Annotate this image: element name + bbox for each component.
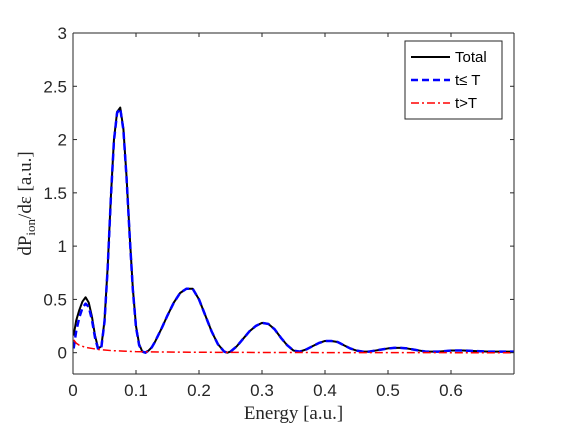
legend-label-t-le-T: t≤ T: [455, 72, 480, 89]
y-tick-label: 2.5: [43, 77, 67, 96]
x-tick-label: 0: [68, 381, 77, 400]
legend: Total t≤ T t>T: [404, 40, 503, 120]
legend-label-t-gt-T: t>T: [455, 95, 477, 112]
series-layer: [72, 106, 514, 354]
x-tick-label: 0.4: [313, 381, 337, 400]
y-tick-label: 3: [58, 24, 67, 43]
y-tick-label: 0.5: [43, 290, 67, 309]
x-tick-label: 0.6: [439, 381, 463, 400]
y-axis-label-subscript: ion: [23, 218, 38, 235]
y-axis-label-prefix: dP: [15, 236, 36, 256]
series-line-2: [73, 339, 514, 354]
legend-box: [404, 40, 503, 120]
y-tick-label: 0: [58, 344, 67, 363]
x-tick-label: 0.1: [124, 381, 148, 400]
y-axis-label-suffix: /dε [a.u.]: [15, 151, 36, 219]
y-tick-label: 1: [58, 237, 67, 256]
axes-layer: 0 0.1 0.2 0.3 0.4 0.5 0.6 0 0.5 1 1.5 2 2.5 3: [43, 24, 515, 400]
y-tick-label: 2: [58, 131, 67, 150]
x-tick-label: 0.3: [250, 381, 274, 400]
series-line-1: [72, 107, 514, 354]
y-tick-label: 1.5: [43, 184, 67, 203]
x-axis-label: Energy [a.u.]: [244, 403, 343, 424]
x-tick-label: 0.2: [187, 381, 211, 400]
legend-label-total: Total: [455, 49, 487, 66]
y-axis-label: dPion/dε [a.u.]: [15, 151, 38, 255]
x-tick-label: 0.5: [376, 381, 400, 400]
